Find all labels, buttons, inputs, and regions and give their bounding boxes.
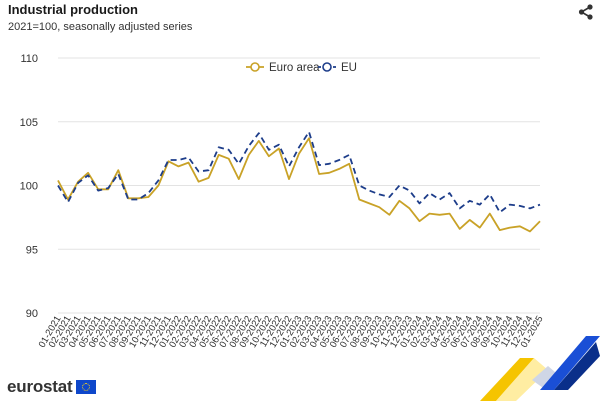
x-axis-ticks: 01-202102-202103-202104-202105-202106-20… xyxy=(37,314,546,350)
series xyxy=(57,130,541,233)
eurostat-logo-text: eurostat xyxy=(7,377,73,396)
legend-label: EU xyxy=(341,62,357,74)
grid xyxy=(58,57,540,314)
eurostat-logo: eurostat xyxy=(7,377,97,397)
legend: Euro area EU xyxy=(246,62,357,74)
y-tick-label: 100 xyxy=(20,181,38,193)
share-icon[interactable] xyxy=(577,3,595,21)
y-axis-ticks: 90 95 100 105 110 xyxy=(20,53,38,320)
series-line-eu[interactable] xyxy=(57,130,541,214)
y-tick-label: 90 xyxy=(26,308,38,320)
legend-item-euro-area[interactable]: Euro area xyxy=(246,62,320,74)
legend-marker xyxy=(250,62,260,72)
legend-item-eu[interactable]: EU xyxy=(318,62,357,74)
chart-title: Industrial production xyxy=(8,2,138,17)
y-tick-label: 110 xyxy=(20,53,38,65)
series-line-euro-area[interactable] xyxy=(57,137,541,233)
eu-flag-icon xyxy=(76,380,97,394)
y-tick-label: 105 xyxy=(20,117,38,129)
legend-label: Euro area xyxy=(269,62,320,74)
chart-subtitle: 2021=100, seasonally adjusted series xyxy=(8,21,193,33)
decorative-graphic xyxy=(480,336,600,401)
legend-marker xyxy=(322,62,332,72)
y-tick-label: 95 xyxy=(26,244,38,256)
